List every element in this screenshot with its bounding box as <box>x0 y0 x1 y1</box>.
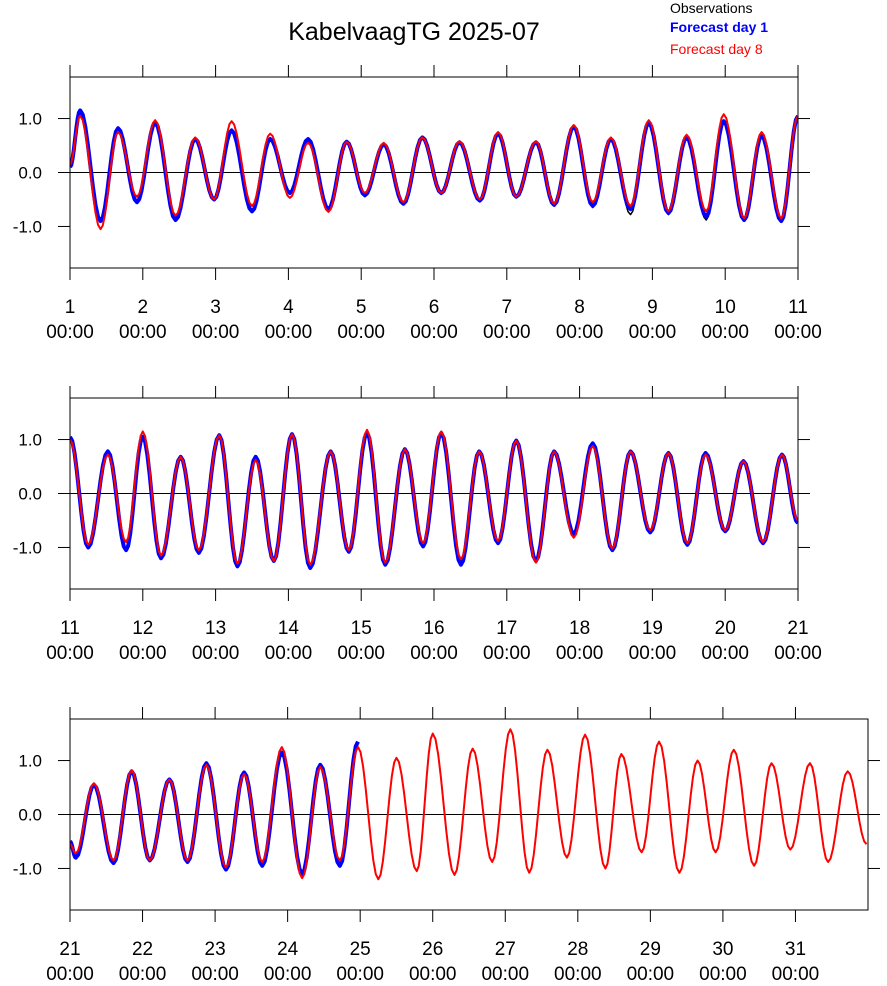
series-line <box>70 428 798 566</box>
series-line <box>70 728 868 881</box>
x-tick-label: 30 00:00 <box>699 939 747 985</box>
x-tick-label: 11 00:00 <box>774 297 822 343</box>
x-tick-label: 29 00:00 <box>627 939 675 985</box>
x-tick-label: 9 00:00 <box>629 297 677 343</box>
x-tick-label: 8 00:00 <box>556 297 604 343</box>
legend-entry: Observations <box>670 0 752 16</box>
legend-entry: Forecast day 8 <box>670 41 763 57</box>
legend-entry: Forecast day 1 <box>670 19 768 35</box>
x-tick-label: 10 00:00 <box>701 297 749 343</box>
x-tick-label: 2 00:00 <box>119 297 167 343</box>
y-tick-label: -1.0 <box>13 538 42 557</box>
panel: -1.0 0.0 1.0 11 00:00 12 00:00 13 00:00 14 00:00 15… <box>13 386 822 664</box>
x-tick-label: 17 00:00 <box>483 618 531 664</box>
x-tick-label: 22 00:00 <box>119 939 167 985</box>
x-tick-label: 14 00:00 <box>265 618 313 664</box>
x-tick-label: 23 00:00 <box>191 939 239 985</box>
x-tick-label: 19 00:00 <box>629 618 677 664</box>
page-title: KabelvaagTG 2025-07 <box>288 18 540 46</box>
y-tick-label: 0.0 <box>18 806 42 825</box>
x-tick-label: 6 00:00 <box>410 297 458 343</box>
x-tick-label: 27 00:00 <box>481 939 529 985</box>
x-tick-label: 4 00:00 <box>265 297 313 343</box>
x-tick-label: 3 00:00 <box>192 297 240 343</box>
series-line <box>70 113 798 231</box>
x-tick-label: 20 00:00 <box>701 618 749 664</box>
x-tick-label: 12 00:00 <box>119 618 167 664</box>
y-tick-label: 1.0 <box>18 752 42 771</box>
y-tick-label: 1.0 <box>18 110 42 129</box>
y-tick-label: -1.0 <box>13 859 42 878</box>
x-tick-label: 31 00:00 <box>772 939 820 985</box>
x-tick-label: 21 00:00 <box>46 939 94 985</box>
y-tick-label: 0.0 <box>18 164 42 183</box>
x-tick-label: 16 00:00 <box>410 618 458 664</box>
y-tick-label: -1.0 <box>13 217 42 236</box>
x-tick-label: 13 00:00 <box>192 618 240 664</box>
x-tick-label: 7 00:00 <box>483 297 531 343</box>
y-tick-label: 0.0 <box>18 485 42 504</box>
x-tick-label: 1 00:00 <box>46 297 94 343</box>
x-tick-label: 11 00:00 <box>46 618 94 664</box>
x-tick-label: 26 00:00 <box>409 939 457 985</box>
x-tick-label: 28 00:00 <box>554 939 602 985</box>
x-tick-label: 18 00:00 <box>556 618 604 664</box>
y-tick-label: 1.0 <box>18 431 42 450</box>
panel: -1.0 0.0 1.0 21 00:00 22 00:00 23 00:00 24 00:00 25… <box>13 707 880 985</box>
x-tick-label: 15 00:00 <box>337 618 385 664</box>
x-tick-label: 25 00:00 <box>336 939 384 985</box>
x-tick-label: 5 00:00 <box>337 297 385 343</box>
panel: -1.0 0.0 1.0 1 00:00 2 00:00 3 00:00 4 00:00 5 00:00… <box>13 65 822 343</box>
x-tick-label: 24 00:00 <box>264 939 312 985</box>
x-tick-label: 21 00:00 <box>774 618 822 664</box>
